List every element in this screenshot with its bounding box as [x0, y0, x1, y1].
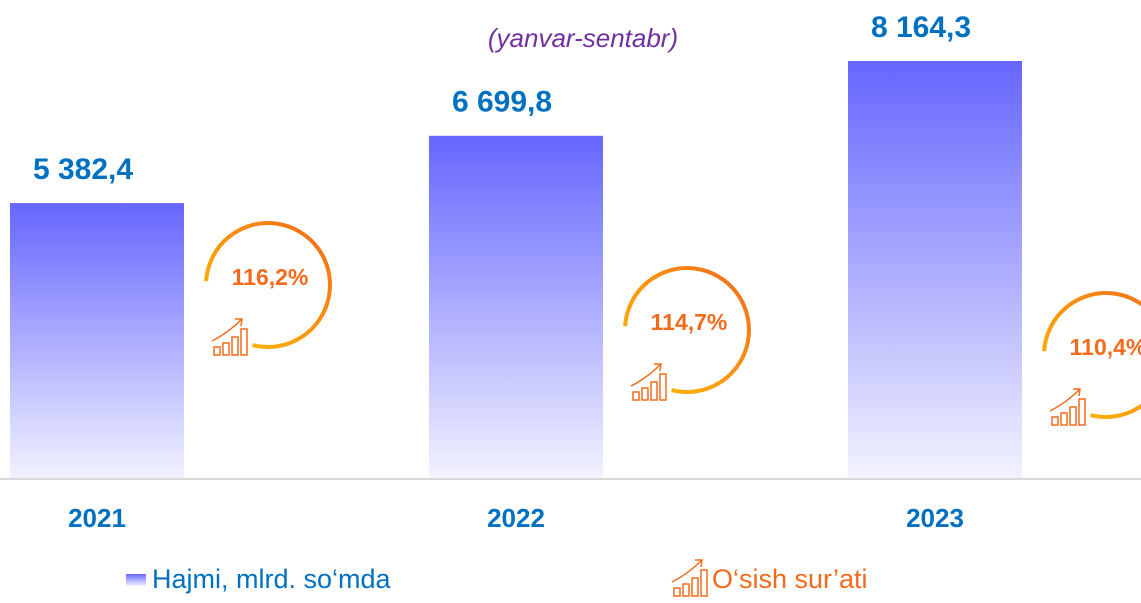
value-label: 6 699,8	[452, 86, 552, 119]
icon-arrow	[211, 318, 243, 342]
bar	[848, 61, 1022, 478]
growth-badge: 116,2%	[204, 221, 332, 356]
icon-bar	[222, 342, 230, 356]
icon-bar	[650, 381, 658, 401]
x-tick-label: 2021	[68, 503, 126, 533]
value-label: 8 164,3	[871, 11, 971, 44]
icon-arrow	[630, 363, 662, 387]
growth-icon	[671, 559, 708, 597]
growth-ring	[1042, 291, 1141, 419]
growth-badge: 110,4%	[1042, 291, 1141, 426]
growth-label: 110,4%	[1070, 334, 1141, 360]
icon-bar	[231, 336, 239, 356]
growth-ring	[204, 221, 332, 349]
value-label: 5 382,4	[33, 153, 133, 186]
icon-bar	[659, 373, 667, 401]
icon-bar	[673, 587, 681, 597]
icon-bar	[1069, 406, 1077, 426]
icon-arrow	[1049, 388, 1081, 412]
icon-bar	[1078, 398, 1086, 426]
bar	[429, 135, 603, 478]
growth-icon	[630, 363, 667, 401]
legend-label: Hajmi, mlrd. so‘mda	[152, 564, 392, 594]
legend-label: O‘sish sur’ati	[712, 564, 868, 594]
growth-badge: 114,7%	[623, 266, 751, 401]
x-tick-label: 2023	[906, 503, 964, 533]
x-tick-label: 2022	[487, 503, 545, 533]
icon-bar	[240, 328, 248, 356]
growth-ring	[623, 266, 751, 394]
icon-bar	[691, 577, 699, 597]
growth-label: 114,7%	[651, 309, 728, 335]
growth-icon	[1049, 388, 1086, 426]
legend-swatch	[126, 574, 146, 586]
growth-icon	[211, 318, 248, 356]
icon-bar	[641, 387, 649, 401]
growth-label: 116,2%	[232, 264, 309, 290]
subtitle: (yanvar-sentabr)	[488, 23, 678, 53]
icon-bar	[632, 391, 640, 401]
icon-arrow	[671, 559, 703, 583]
bar	[10, 203, 184, 479]
icon-bar	[700, 569, 708, 597]
icon-bar	[682, 583, 690, 597]
icon-bar	[1060, 412, 1068, 426]
icon-bar	[213, 346, 221, 356]
icon-bar	[1051, 416, 1059, 426]
